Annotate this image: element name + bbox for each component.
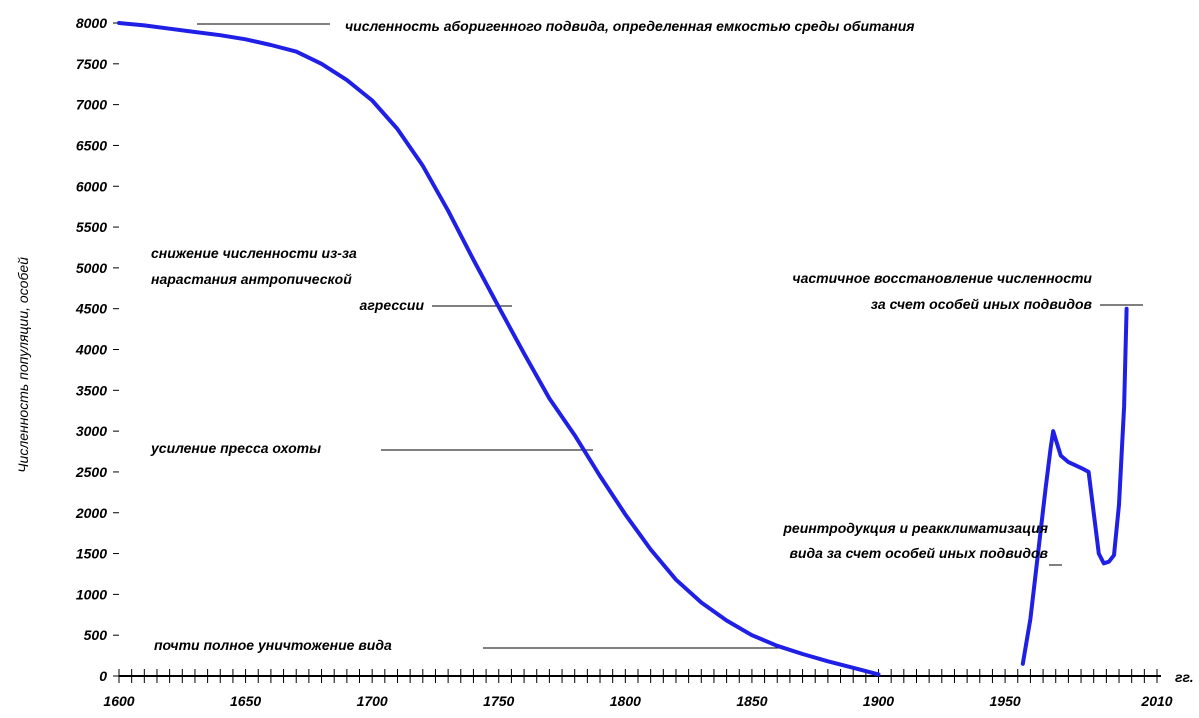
y-tick-label: 0 — [99, 668, 107, 684]
y-tick-label: 4500 — [75, 301, 107, 317]
annotation-recovery-line-1: частичное восстановление численности — [792, 270, 1092, 286]
y-tick-label: 1000 — [76, 586, 107, 602]
series-group — [117, 21, 1129, 677]
y-tick-label: 2500 — [75, 464, 107, 480]
x-tick-label: 1900 — [863, 693, 894, 709]
annotation-reintroduction-line-2: вида за счет особей иных подвидов — [789, 545, 1048, 561]
x-tick-label: 1850 — [736, 693, 767, 709]
y-tick-label: 5500 — [76, 219, 107, 235]
y-tick-label: 3500 — [76, 382, 107, 398]
annotation-recovery-line-2: за счет особей иных подвидов — [871, 296, 1093, 312]
y-axis-ticks: 0 500 1000 1500 2000 2500 3000 3500 4000 4500 5000… — [75, 15, 119, 684]
annotation-destruction: почти полное уничтожение вида — [154, 637, 392, 653]
y-tick-label: 7500 — [76, 56, 107, 72]
y-tick-label: 6000 — [76, 178, 107, 194]
y-tick-label: 6500 — [76, 137, 107, 153]
y-tick-label: 500 — [84, 627, 108, 643]
y-tick-label: 3000 — [76, 423, 107, 439]
annotation-reintroduction-line-1: реинтродукция и реакклиматизация — [782, 520, 1048, 536]
y-tick-label: 8000 — [76, 15, 107, 31]
x-tick-label: 1800 — [610, 693, 641, 709]
y-axis-title: Численность популяции, особей — [15, 257, 31, 473]
y-tick-label: 1500 — [76, 546, 107, 562]
y-tick-label: 5000 — [76, 260, 107, 276]
x-unit-label: гг. — [1175, 669, 1194, 685]
x-tick-label: 1950 — [990, 693, 1021, 709]
series-segment-1 — [117, 21, 881, 677]
series-segment-2 — [1020, 306, 1129, 666]
x-tick-label: 1750 — [483, 693, 514, 709]
x-tick-label: 2010 — [1140, 693, 1172, 709]
y-tick-label: 4000 — [75, 342, 107, 358]
annotation-decline-line-1: снижение численности из-за — [151, 245, 357, 261]
y-tick-label: 7000 — [76, 97, 107, 113]
annotation-decline-line-2: нарастания антропической — [151, 271, 352, 287]
x-tick-label: 1700 — [357, 693, 388, 709]
x-tick-label: 1650 — [230, 693, 261, 709]
y-tick-label: 2000 — [75, 505, 107, 521]
annotation-leader-lines — [197, 23, 1143, 649]
annotation-carrying-capacity: численность аборигенного подвида, опреде… — [345, 18, 915, 34]
x-tick-label: 1600 — [103, 693, 134, 709]
annotation-decline-line-3: агрессии — [360, 297, 425, 313]
annotation-hunting: усиление пресса охоты — [150, 440, 321, 456]
